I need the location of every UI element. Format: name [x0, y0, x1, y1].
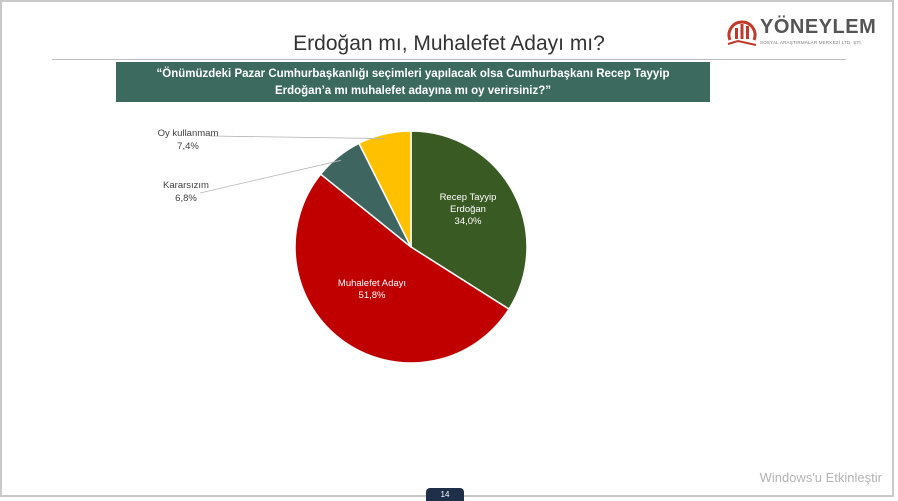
logo-text: YÖNEYLEM — [760, 16, 877, 38]
windows-activation-watermark: Windows'u Etkinleştir — [759, 470, 882, 485]
data-label-oy-kullanmam: Oy kullanmam 7,4% — [158, 128, 219, 152]
pie-slice-muhalefet-adayi — [294, 173, 510, 364]
company-logo: YÖNEYLEM SOSYAL ARAŞTIRMALAR MERKEZİ LTD… — [726, 14, 877, 50]
question-line-2: Erdoğan’a mı muhalefet adayına mı oy ver… — [274, 85, 552, 97]
page-number-badge: 14 — [426, 488, 464, 501]
leader-line-kararsizim — [199, 159, 342, 194]
leader-line-oy-kullanmam — [209, 135, 386, 140]
data-label-kararsizim: Kararsızım 6,8% — [163, 180, 209, 204]
logo-subtext: SOSYAL ARAŞTIRMALAR MERKEZİ LTD. ŞTİ. — [760, 40, 863, 45]
question-line-1: “Önümüzdeki Pazar Cumhurbaşkanlığı seçim… — [156, 68, 670, 80]
logo-icon — [727, 20, 757, 46]
data-label-muhalefet-adayi: Muhalefet Adayı 51,8% — [338, 278, 406, 301]
title-divider — [52, 59, 846, 60]
data-label-recep-tayyip-erdogan: Recep Tayyip Erdoğan 34,0% — [440, 192, 497, 227]
survey-question-box: “Önümüzdeki Pazar Cumhurbaşkanlığı seçim… — [116, 62, 710, 102]
pie-slice-oy-kullanmam — [357, 130, 412, 248]
slide-title: Erdoğan mı, Muhalefet Adayı mı? — [293, 32, 605, 55]
